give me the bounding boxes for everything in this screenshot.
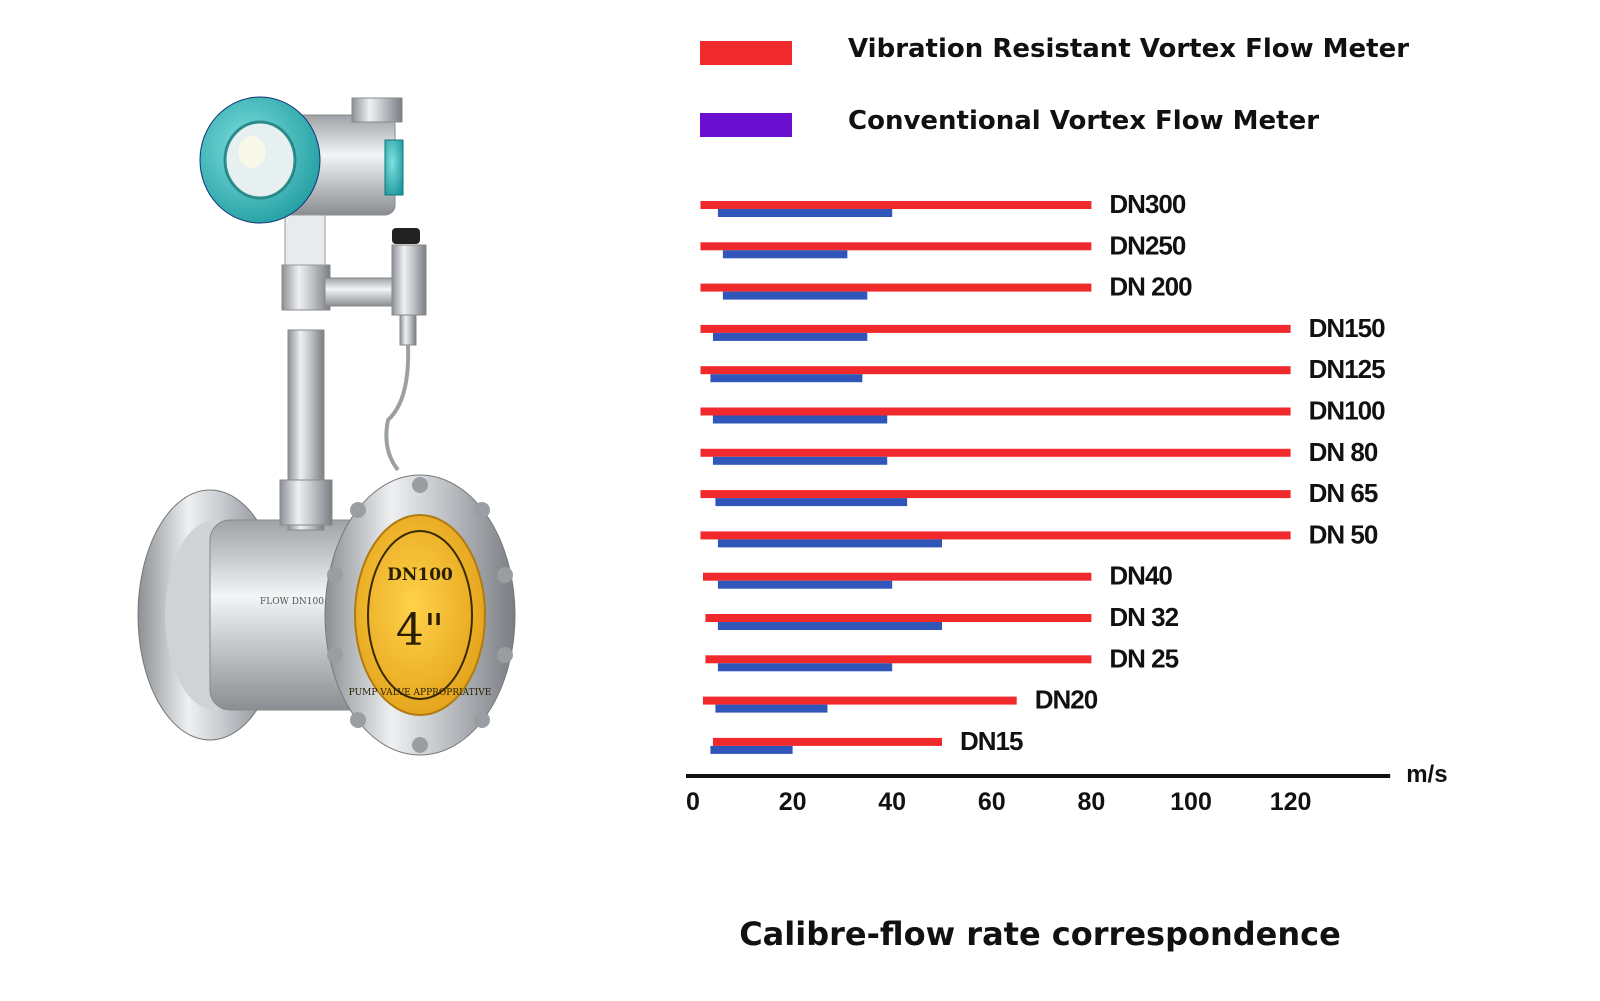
category-label: DN 50	[1309, 519, 1378, 549]
category-label: DN 32	[1109, 602, 1178, 632]
bar-conventional	[712, 456, 888, 465]
bar-vibration-resistant	[700, 531, 1291, 540]
x-tick-label: 40	[878, 788, 906, 816]
x-tick-label: 100	[1170, 788, 1212, 816]
vortex-flow-meter-image: FLOW DN100 DN100 4" PUMP VALVE APPROPRIA…	[137, 96, 516, 756]
x-tick-label: 120	[1270, 788, 1312, 816]
body-engraving: FLOW DN100	[260, 597, 324, 607]
bar-vibration-resistant	[700, 366, 1291, 375]
category-label: DN100	[1309, 396, 1385, 426]
category-label: DN 65	[1309, 478, 1378, 508]
category-label: DN300	[1109, 189, 1185, 219]
chart-caption: Calibre-flow rate correspondence	[739, 915, 1341, 953]
category-label: DN150	[1309, 313, 1385, 343]
bar-vibration-resistant	[702, 572, 1092, 581]
bar-vibration-resistant	[702, 696, 1017, 705]
bar-conventional	[722, 291, 868, 300]
x-tick-label: 80	[1077, 788, 1105, 816]
bar-conventional	[712, 332, 868, 341]
bar-conventional	[715, 704, 828, 713]
category-label: DN250	[1109, 230, 1185, 260]
bar-conventional	[717, 209, 893, 217]
bar-vibration-resistant	[700, 407, 1291, 416]
category-label: DN40	[1109, 561, 1172, 591]
bar-conventional	[712, 415, 888, 424]
category-label: DN 25	[1109, 643, 1178, 673]
bar-conventional	[717, 622, 942, 630]
x-tick-label: 20	[779, 788, 807, 816]
bar-conventional	[717, 580, 893, 589]
bar-vibration-resistant	[705, 655, 1092, 664]
legend-item-conventional: Conventional Vortex Flow Meter	[700, 102, 1520, 142]
x-tick-label: 60	[978, 788, 1006, 816]
bar-vibration-resistant	[700, 201, 1092, 209]
badge-size-label: DN100	[387, 565, 453, 585]
legend-label-conventional: Conventional Vortex Flow Meter	[848, 106, 1320, 136]
bar-conventional	[710, 745, 793, 754]
category-label: DN20	[1035, 685, 1098, 715]
x-axis-unit-label: m/s	[1406, 761, 1447, 788]
bar-vibration-resistant	[700, 283, 1092, 292]
legend-swatch-red	[700, 41, 792, 65]
badge-inch-label: 4"	[396, 605, 444, 656]
bar-conventional	[715, 498, 908, 507]
bar-conventional	[710, 374, 863, 383]
x-tick-label: 0	[686, 788, 700, 816]
legend-swatch-purple	[700, 113, 792, 137]
legend-item-vibration-resistant: Vibration Resistant Vortex Flow Meter	[700, 30, 1520, 70]
bar-vibration-resistant	[705, 614, 1092, 622]
bar-vibration-resistant	[700, 242, 1092, 251]
bar-conventional	[717, 539, 942, 548]
bar-vibration-resistant	[700, 490, 1291, 499]
category-label: DN15	[960, 726, 1023, 756]
category-label: DN 200	[1109, 272, 1192, 302]
category-label: DN 80	[1309, 437, 1378, 467]
bar-conventional	[717, 663, 893, 672]
category-label: DN125	[1309, 354, 1385, 384]
badge-ring-text: PUMP VALVE APPROPRIATIVE	[349, 688, 492, 698]
legend-label-vibration-resistant: Vibration Resistant Vortex Flow Meter	[848, 34, 1410, 64]
chart-legend: Vibration Resistant Vortex Flow Meter Co…	[700, 30, 1520, 150]
bar-vibration-resistant	[700, 324, 1291, 333]
bar-conventional	[722, 250, 848, 259]
bar-vibration-resistant	[712, 737, 942, 746]
bar-vibration-resistant	[700, 448, 1291, 457]
